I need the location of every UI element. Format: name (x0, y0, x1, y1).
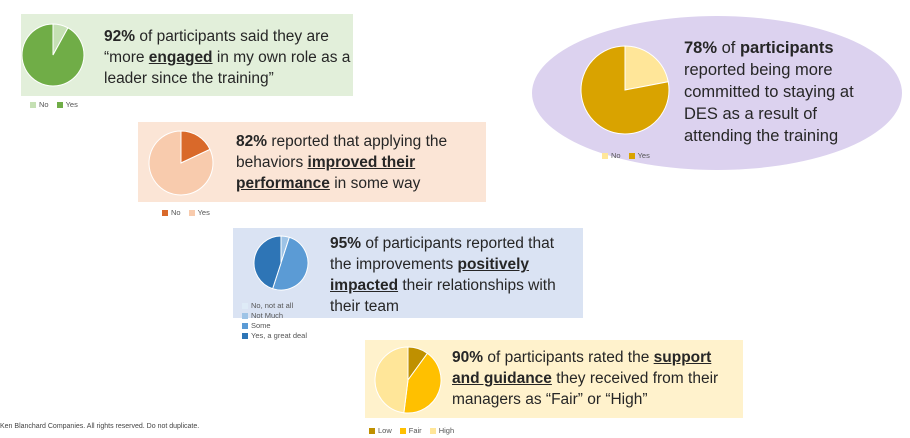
pie-slice-no (624, 45, 669, 91)
performance-legend: No Yes (162, 208, 210, 217)
stat-text-part: engaged (148, 49, 213, 66)
legend-swatch (399, 427, 406, 434)
legend-label: No (171, 208, 181, 217)
stat-text-part: 78% (684, 39, 718, 57)
legend-label: Yes (637, 151, 650, 160)
pie-slice-yes (148, 130, 214, 196)
stat-text-part: positively impacted (330, 256, 529, 294)
stat-text-part: support and guidance (452, 349, 712, 387)
stat-text-part: of participants rated the (483, 349, 654, 366)
copyright-footer: Ken Blanchard Companies. All rights rese… (0, 423, 200, 430)
legend-swatch (242, 322, 248, 329)
pie-slice-yes-a-great-deal (253, 235, 282, 290)
engaged-stat-text: 92% of participants said they are “more … (104, 26, 354, 89)
stat-text-part: of (717, 39, 740, 57)
legend-label: Some (251, 321, 271, 330)
committed-stat-text: 78% of participants reported being more … (684, 37, 880, 147)
legend-swatch (429, 427, 436, 434)
stat-text-part: participants (739, 39, 834, 57)
legend-swatch (628, 152, 635, 159)
engaged-pie-chart (21, 23, 85, 87)
stat-text-part: 92% (104, 28, 136, 45)
stat-text-part: improved their performance (236, 154, 416, 192)
legend-item: Yes (56, 100, 78, 109)
stat-text-part: of participants reported that the improv… (330, 235, 555, 273)
legend-swatch (162, 209, 168, 216)
legend-item: Yes (188, 208, 210, 217)
legend-item: Some (242, 321, 271, 330)
legend-label: Low (378, 426, 392, 435)
pie-slice-yes (21, 23, 85, 87)
legend-item: High (429, 426, 455, 435)
committed-legend: No Yes (602, 151, 650, 160)
legend-label: Yes (197, 208, 210, 217)
performance-pie-chart (148, 130, 214, 196)
pie-slice-yes (580, 45, 670, 135)
legend-label: No (611, 151, 621, 160)
legend-swatch (188, 209, 195, 216)
legend-item: Low (369, 426, 392, 435)
stat-text-part: 90% (452, 349, 484, 366)
performance-stat-text: 82% reported that applying the behaviors… (236, 131, 464, 194)
pie-slice-fair (403, 352, 442, 414)
legend-label: No (39, 100, 49, 109)
legend-swatch (242, 302, 248, 309)
legend-label: High (438, 426, 455, 435)
support-pie-chart (374, 346, 442, 414)
stat-text-part: in my own role as a leader since the tra… (104, 49, 351, 87)
legend-label: No, not at all (251, 301, 294, 310)
stat-text-part: of participants said they are “more (104, 28, 329, 66)
relationships-stat-text: 95% of participants reported that the im… (330, 233, 570, 317)
stat-text-part: in some way (329, 175, 421, 192)
legend-swatch (602, 152, 608, 159)
legend-item: Not Much (242, 311, 283, 320)
committed-pie-chart (580, 45, 670, 135)
legend-label: Yes (65, 100, 78, 109)
support-stat-text: 90% of participants rated the support an… (452, 347, 728, 410)
legend-swatch (242, 312, 248, 319)
legend-item: No (30, 100, 49, 109)
legend-swatch (242, 332, 248, 339)
stat-text-part: reported that applying the behaviors (236, 133, 448, 171)
stat-text-part: 82% (236, 133, 268, 150)
legend-label: Fair (408, 426, 422, 435)
legend-swatch (30, 101, 36, 108)
legend-item: Fair (399, 426, 422, 435)
pie-slice-some (272, 236, 309, 291)
pie-slice-high (374, 346, 409, 414)
relationships-legend: No, not at all Not Much Some Yes, a great d… (242, 301, 307, 340)
legend-item: No, not at all (242, 301, 293, 310)
engaged-legend: No Yes (30, 100, 78, 109)
legend-swatch (369, 427, 375, 434)
stat-text-part: their relationships with their team (330, 277, 556, 315)
support-legend: Low Fair High (369, 426, 454, 435)
relationships-pie-chart (253, 235, 309, 291)
stat-text-part: they received from their managers as “Fa… (452, 370, 719, 408)
legend-label: Not Much (251, 311, 284, 320)
stat-text-part: 95% (330, 235, 362, 252)
legend-label: Yes, a great deal (251, 331, 308, 340)
legend-item: No (162, 208, 181, 217)
legend-item: Yes, a great deal (242, 331, 307, 340)
legend-swatch (56, 101, 63, 108)
stat-text-part: reported being more committed to staying… (684, 61, 854, 145)
legend-item: Yes (628, 151, 650, 160)
legend-item: No (602, 151, 621, 160)
